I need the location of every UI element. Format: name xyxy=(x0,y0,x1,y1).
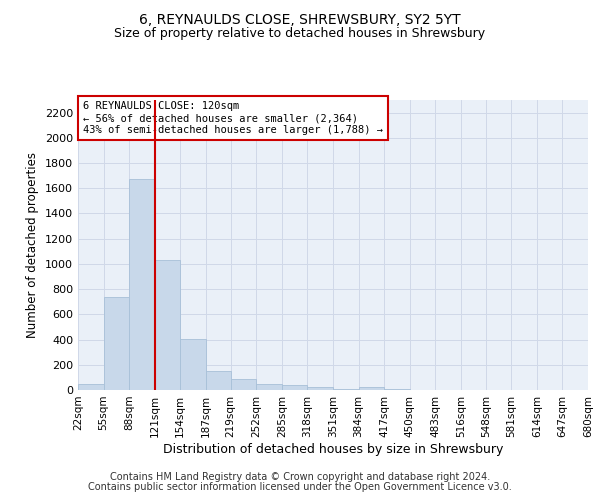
Bar xyxy=(129,180,155,390)
Bar xyxy=(155,260,181,390)
Bar xyxy=(104,296,129,390)
Bar xyxy=(256,384,282,390)
Bar xyxy=(206,371,230,390)
Bar xyxy=(359,388,384,390)
Y-axis label: Number of detached properties: Number of detached properties xyxy=(26,152,40,338)
Bar xyxy=(181,339,206,390)
X-axis label: Distribution of detached houses by size in Shrewsbury: Distribution of detached houses by size … xyxy=(163,442,503,456)
Bar xyxy=(230,380,256,390)
Bar xyxy=(307,387,333,390)
Text: Contains HM Land Registry data © Crown copyright and database right 2024.: Contains HM Land Registry data © Crown c… xyxy=(110,472,490,482)
Text: 6 REYNAULDS CLOSE: 120sqm
← 56% of detached houses are smaller (2,364)
43% of se: 6 REYNAULDS CLOSE: 120sqm ← 56% of detac… xyxy=(83,102,383,134)
Bar xyxy=(78,384,104,390)
Bar xyxy=(282,385,307,390)
Text: Contains public sector information licensed under the Open Government Licence v3: Contains public sector information licen… xyxy=(88,482,512,492)
Text: Size of property relative to detached houses in Shrewsbury: Size of property relative to detached ho… xyxy=(115,28,485,40)
Text: 6, REYNAULDS CLOSE, SHREWSBURY, SY2 5YT: 6, REYNAULDS CLOSE, SHREWSBURY, SY2 5YT xyxy=(139,12,461,26)
